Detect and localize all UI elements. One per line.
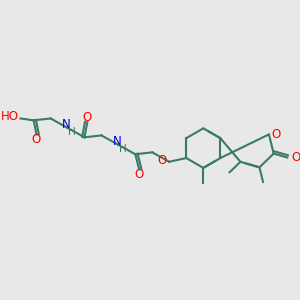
Text: O: O [157, 154, 167, 167]
Text: O: O [32, 133, 41, 146]
Text: O: O [291, 151, 300, 164]
Text: H: H [119, 144, 127, 154]
Text: O: O [134, 167, 144, 181]
Text: N: N [113, 135, 122, 148]
Text: N: N [62, 118, 71, 130]
Text: H: H [68, 127, 76, 136]
Text: O: O [83, 111, 92, 124]
Text: HO: HO [1, 110, 19, 123]
Text: O: O [272, 128, 281, 141]
